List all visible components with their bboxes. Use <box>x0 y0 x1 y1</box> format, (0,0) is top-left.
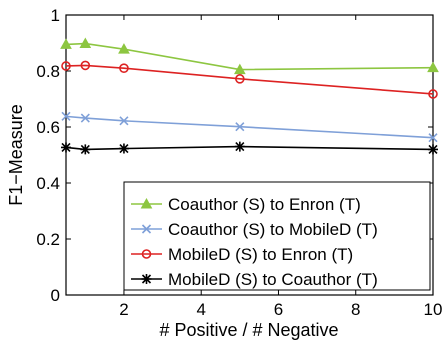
legend-item-0: Coauthor (S) to Enron (T) <box>131 195 361 214</box>
data-point <box>235 74 245 84</box>
data-point <box>80 144 91 155</box>
series-1 <box>61 111 438 143</box>
y-tick-label: 0.8 <box>36 62 60 81</box>
y-tick-label: 0.6 <box>36 118 60 137</box>
legend-label: Coauthor (S) to MobileD (T) <box>168 220 378 239</box>
x-tick-label: 4 <box>196 300 205 319</box>
data-point <box>118 143 129 154</box>
data-point <box>428 133 438 143</box>
y-tick-label: 0 <box>51 286 60 305</box>
data-point <box>60 38 72 49</box>
x-tick-label: 6 <box>274 300 283 319</box>
data-point <box>61 142 71 153</box>
data-point <box>119 63 129 73</box>
data-point <box>428 89 438 99</box>
data-point <box>427 61 439 73</box>
x-tick-label: 8 <box>351 300 360 319</box>
y-axis-label: F1−Measure <box>6 104 26 206</box>
legend-label: MobileD (S) to Enron (T) <box>168 245 353 264</box>
data-point <box>233 63 246 75</box>
data-point <box>118 43 130 54</box>
data-point <box>80 113 90 123</box>
x-tick-label: 2 <box>119 300 128 319</box>
data-point <box>79 37 92 49</box>
legend-item-1: Coauthor (S) to MobileD (T) <box>131 220 378 239</box>
data-point <box>61 111 71 121</box>
y-tick-label: 0.2 <box>36 230 60 249</box>
legend-marker <box>141 249 152 259</box>
legend-label: Coauthor (S) to Enron (T) <box>168 195 361 214</box>
x-axis-label: # Positive / # Negative <box>159 320 338 340</box>
legend-item-3: MobileD (S) to Coauthor (T) <box>131 270 378 289</box>
data-point <box>119 116 129 126</box>
data-point <box>235 122 245 132</box>
legend: Coauthor (S) to Enron (T) Coauthor (S) to… <box>123 181 431 291</box>
series-0 <box>60 37 439 75</box>
data-point <box>234 141 245 152</box>
series-3 <box>61 141 438 155</box>
legend-label: MobileD (S) to Coauthor (T) <box>168 270 378 289</box>
legend-marker <box>140 197 153 209</box>
data-point <box>61 61 71 71</box>
y-tick-label: 0.4 <box>36 174 60 193</box>
x-tick-label: 10 <box>424 300 443 319</box>
data-point <box>428 144 438 155</box>
legend-item-2: MobileD (S) to Enron (T) <box>131 245 353 264</box>
series-2 <box>61 60 438 99</box>
data-point <box>80 60 91 71</box>
y-tick-label: 1 <box>51 6 60 25</box>
legend-box <box>123 181 431 291</box>
legend-marker <box>141 274 152 284</box>
legend-marker <box>141 224 152 234</box>
series-line <box>65 64 434 95</box>
